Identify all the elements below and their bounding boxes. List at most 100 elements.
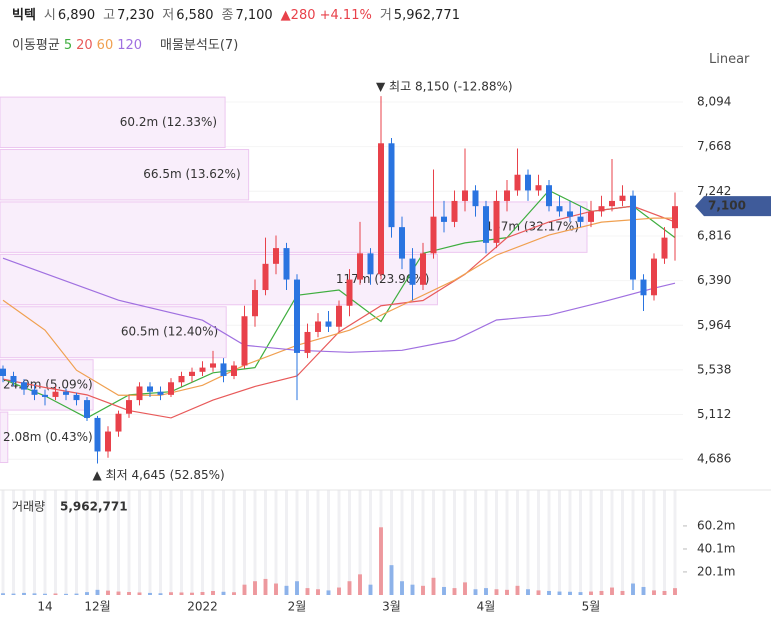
x-tick-label: 14 <box>37 600 52 614</box>
volume-bar <box>452 588 457 595</box>
volume-bar <box>253 581 257 595</box>
candle-body <box>619 195 626 201</box>
candle-body <box>73 394 80 401</box>
y-tick-label: 8,094 <box>697 94 731 108</box>
candle-body <box>420 253 426 285</box>
profile-bar <box>0 149 250 201</box>
volume-bar <box>22 592 26 595</box>
y-tick-label: 6,390 <box>697 273 731 287</box>
candle-body <box>304 331 311 353</box>
candle-body <box>346 279 353 306</box>
x-tick-label: 2월 <box>288 600 307 614</box>
candle-body <box>378 143 384 275</box>
candle-body <box>472 190 479 207</box>
volume-bar <box>316 589 320 595</box>
volume-bar <box>578 592 583 595</box>
y-tick-label: 4,686 <box>697 452 731 466</box>
candle-body <box>546 185 552 207</box>
ma-line <box>2 257 676 353</box>
profile-bar <box>0 96 226 149</box>
profile-label[interactable]: 매물분석도(7) <box>160 38 239 53</box>
volume-bar <box>232 592 236 595</box>
x-tick-label: 12월 <box>84 600 110 614</box>
ma-line <box>2 217 675 396</box>
volume-value: 5,962,771 <box>393 8 460 23</box>
candle-body <box>126 400 132 414</box>
candle-body <box>525 174 531 191</box>
volume-bar <box>473 589 478 595</box>
candle-body <box>504 190 510 201</box>
candle-body <box>325 321 332 327</box>
candle-body <box>535 185 542 191</box>
volume-bar <box>116 591 121 595</box>
candle-body <box>514 174 521 191</box>
candle-body <box>136 386 143 401</box>
profile-bar <box>0 359 94 411</box>
volume-bar <box>505 589 509 595</box>
candle-body <box>357 253 363 280</box>
candle-body <box>115 413 122 432</box>
volume-bar <box>95 589 100 595</box>
volume-bar <box>127 592 131 595</box>
volume-bar <box>526 589 530 595</box>
volume-bar <box>599 590 604 595</box>
volume-bar <box>179 592 184 595</box>
candle-body <box>294 279 300 353</box>
candle-body <box>94 417 101 452</box>
volume-bar <box>326 590 331 595</box>
quote-value: 6,890 <box>57 8 96 23</box>
candle-body <box>399 227 405 259</box>
profile-label: 66.5m (13.62%) <box>143 167 240 181</box>
candle-body <box>147 386 153 392</box>
ma-legend: 120 <box>117 38 143 53</box>
profile-bar <box>0 201 588 253</box>
y-tick-label: 6,816 <box>697 228 731 242</box>
volume-bar <box>295 581 299 595</box>
x-tick-label: 5월 <box>582 600 601 614</box>
ma-label[interactable]: 이동평균 <box>12 38 60 53</box>
x-tick-label: 2022 <box>187 600 218 614</box>
candle-body <box>598 206 605 212</box>
volume-bar <box>641 586 646 595</box>
extreme-annotation: ▼ 최고 8,150 (-12.88%) <box>376 80 513 94</box>
candle-body <box>430 216 437 254</box>
candle-body <box>556 206 563 212</box>
volume-bar <box>431 577 436 595</box>
scale-toggle[interactable]: Linear <box>709 52 750 67</box>
profile-label: 2.08m (0.43%) <box>3 430 93 444</box>
candle-body <box>451 200 458 222</box>
candle-body <box>10 375 17 383</box>
candle-body <box>262 263 269 291</box>
candle-body <box>42 394 48 397</box>
volume-bar <box>64 593 68 595</box>
price-tag-label: 7,100 <box>708 199 746 213</box>
volume-last: 5,962,771 <box>60 500 128 514</box>
volume-tick-label: 20.1m <box>697 564 735 578</box>
volume-bar <box>337 587 341 595</box>
volume-bar <box>85 592 89 595</box>
x-tick-label: 4월 <box>477 600 496 614</box>
volume-bar <box>148 592 152 595</box>
candle-body <box>588 211 594 222</box>
volume-bar <box>169 592 173 595</box>
y-tick-label: 5,538 <box>697 362 731 376</box>
volume-bar <box>43 593 47 595</box>
volume-bar <box>242 584 247 595</box>
volume-bar <box>442 586 446 595</box>
quote-value: 7,100 <box>235 8 273 23</box>
volume-label: 거 <box>379 8 392 23</box>
candle-body <box>231 365 237 376</box>
volume-bar <box>536 590 541 595</box>
change: ▲280 <box>280 8 316 23</box>
candle-body <box>84 400 90 418</box>
candle-body <box>577 216 584 222</box>
candle-body <box>189 371 195 376</box>
volume-bar <box>53 593 58 595</box>
candle-body <box>388 143 395 228</box>
profile-label: 60.2m (12.33%) <box>120 115 217 129</box>
volume-bar <box>347 581 352 595</box>
volume-bar <box>421 585 425 595</box>
candle-body <box>105 431 111 452</box>
